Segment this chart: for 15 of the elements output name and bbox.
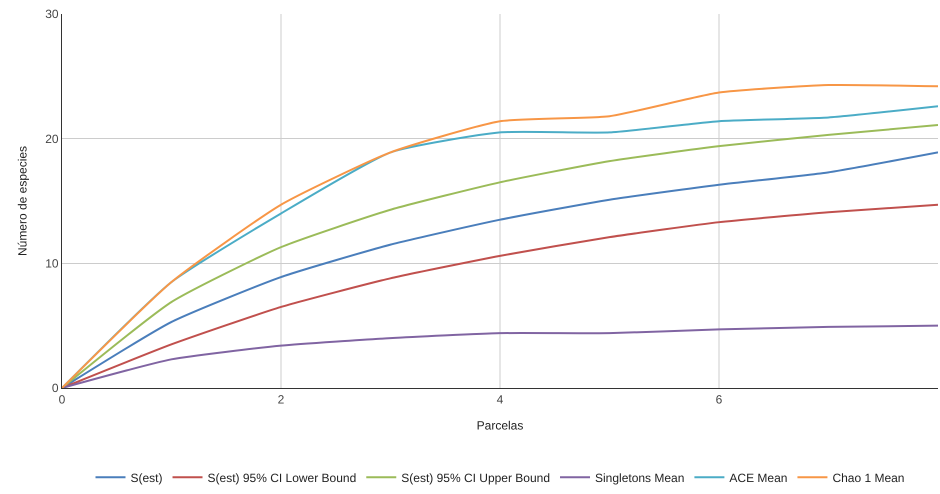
- x-tick-label: 4: [496, 392, 504, 406]
- y-tick-label: 30: [45, 7, 59, 22]
- legend-label: Chao 1 Mean: [832, 470, 904, 485]
- y-tick-label: 20: [45, 132, 59, 146]
- legend-label: S(est) 95% CI Upper Bound: [401, 470, 550, 485]
- legend-label: ACE Mean: [729, 470, 788, 485]
- x-tick-label: 2: [278, 392, 285, 406]
- legend-label: S(est) 95% CI Lower Bound: [208, 470, 356, 485]
- y-tick-label: 10: [45, 256, 59, 271]
- x-axis-title: Parcelas: [476, 418, 524, 432]
- y-tick-label: 0: [52, 381, 59, 396]
- y-axis-title: Número de especies: [16, 146, 30, 256]
- x-tick-label: 6: [716, 392, 723, 406]
- legend-label: S(est): [130, 470, 163, 485]
- legend-label: Singletons Mean: [595, 470, 684, 485]
